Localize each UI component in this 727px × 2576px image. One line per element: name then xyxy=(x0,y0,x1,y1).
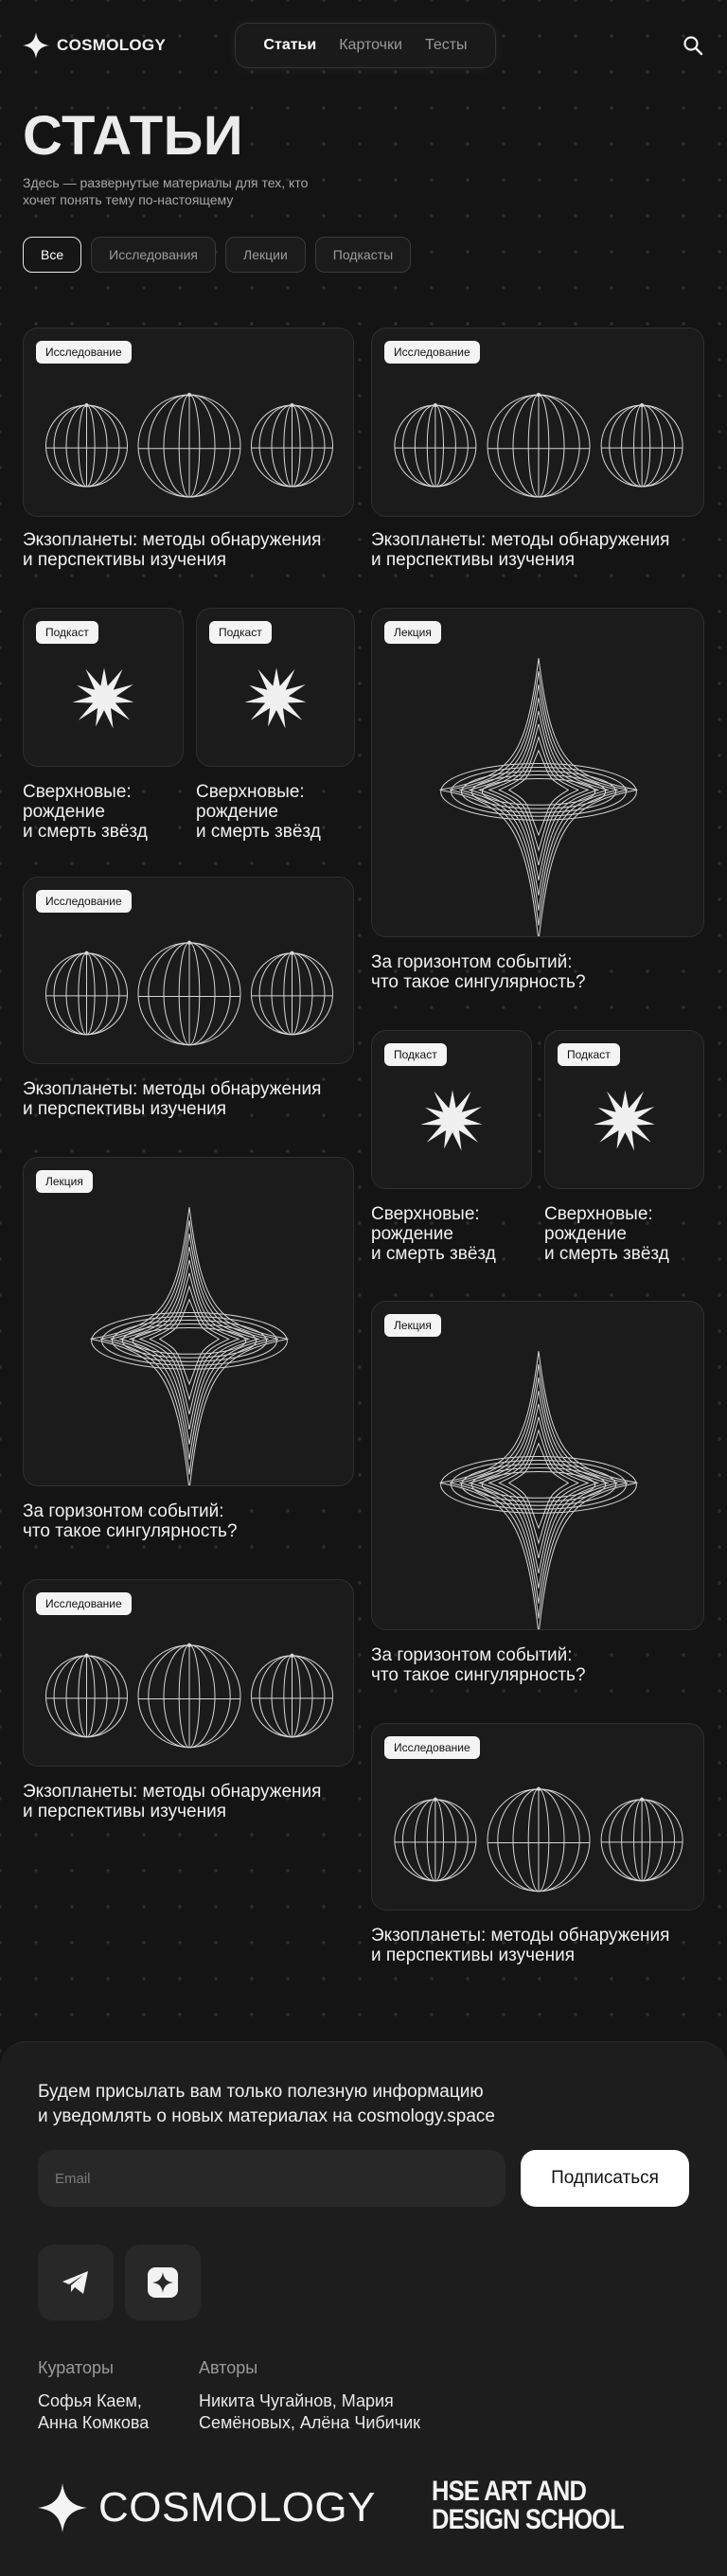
card-image xyxy=(23,328,354,517)
card-illustration xyxy=(394,1786,683,1892)
card-badge: Подкаст xyxy=(558,1043,620,1066)
authors-label: Авторы xyxy=(199,2358,258,2377)
card-title: За горизонтом событий: что такое сингуля… xyxy=(371,1645,586,1685)
card-illustration xyxy=(45,1643,333,1749)
card-image xyxy=(23,1157,354,1486)
filter-chip-lectures[interactable]: Лекции xyxy=(225,237,306,273)
card-badge: Подкаст xyxy=(209,621,272,644)
card-title: Экзопланеты: методы обнаружения и перспе… xyxy=(371,530,670,570)
logo-text: COSMOLOGY xyxy=(57,36,167,54)
card-image xyxy=(371,608,704,937)
card-badge: Исследование xyxy=(384,1736,480,1759)
card-illustration xyxy=(594,1090,655,1151)
card-title: За горизонтом событий: что такое сингуля… xyxy=(23,1501,238,1541)
card-badge: Исследование xyxy=(384,341,480,364)
authors-names: Никита Чугайнов, Мария Семёновых, Алёна … xyxy=(199,2391,421,2432)
card-illustration xyxy=(45,392,333,498)
card-title: Сверхновые: рождение и смерть звёзд xyxy=(544,1204,669,1264)
search-button[interactable] xyxy=(682,34,704,57)
page-title: СТАТЬИ xyxy=(23,105,244,167)
nav-item-articles[interactable]: Статьи xyxy=(263,37,317,53)
card-illustration xyxy=(45,940,333,1046)
page-subtitle: Здесь — развернутые материалы для тех, к… xyxy=(23,175,309,207)
card-illustration xyxy=(439,1351,638,1629)
telegram-icon xyxy=(62,2271,88,2294)
card-badge: Подкаст xyxy=(384,1043,447,1066)
hse-school-logo: HSE ART AND DESIGN SCHOOL xyxy=(432,2476,625,2535)
card-illustration xyxy=(394,392,683,498)
filter-chip-podcasts[interactable]: Подкасты xyxy=(314,237,412,273)
card-badge: Лекция xyxy=(384,1314,441,1337)
card-title: Экзопланеты: методы обнаружения и перспе… xyxy=(23,1782,322,1821)
footer-logo[interactable]: COSMOLOGY xyxy=(38,2483,376,2532)
filter-chip-all[interactable]: Все xyxy=(23,237,82,273)
card-image xyxy=(371,1301,704,1630)
card-illustration xyxy=(244,667,307,729)
star-icon xyxy=(148,2267,178,2298)
filter-bar: Все Исследования Лекции Подкасты xyxy=(23,237,412,273)
card-image xyxy=(23,608,184,767)
card-title: Сверхновые: рождение и смерть звёзд xyxy=(23,782,148,842)
card-title: Экзопланеты: методы обнаружения и перспе… xyxy=(23,1079,322,1119)
footer-logo-text: COSMOLOGY xyxy=(98,2484,376,2531)
card-badge: Подкаст xyxy=(36,621,98,644)
card-illustration xyxy=(90,1207,289,1485)
card-title: За горизонтом событий: что такое сингуля… xyxy=(371,952,586,992)
card-badge: Исследование xyxy=(36,1592,132,1615)
telegram-button[interactable] xyxy=(38,2245,114,2320)
card-title: Экзопланеты: методы обнаружения и перспе… xyxy=(371,1926,670,1965)
card-title: Сверхновые: рождение и смерть звёзд xyxy=(196,782,321,842)
subscribe-button[interactable]: Подписаться xyxy=(521,2150,689,2207)
card-illustration xyxy=(72,667,134,729)
search-icon xyxy=(683,36,703,56)
header: COSMOLOGY Статьи Карточки Тесты xyxy=(0,0,727,91)
nav-item-tests[interactable]: Тесты xyxy=(424,37,468,53)
logo[interactable]: COSMOLOGY xyxy=(23,32,166,59)
sparkle-logo-icon xyxy=(38,2483,87,2532)
curators-label: Кураторы xyxy=(38,2358,114,2377)
card-badge: Лекция xyxy=(384,621,441,644)
footer: Будем присылать вам только полезную инфо… xyxy=(0,2041,727,2576)
card-title: Сверхновые: рождение и смерть звёзд xyxy=(371,1204,496,1264)
email-input[interactable] xyxy=(38,2150,505,2207)
card-title: Экзопланеты: методы обнаружения и перспе… xyxy=(23,530,322,570)
card-badge: Исследование xyxy=(36,890,132,913)
newsletter-text: Будем присылать вам только полезную инфо… xyxy=(38,2082,495,2126)
sparkle-logo-icon xyxy=(23,32,49,59)
card-badge: Лекция xyxy=(36,1170,93,1193)
main-nav: Статьи Карточки Тесты xyxy=(235,23,496,68)
card-illustration xyxy=(439,658,638,936)
card-badge: Исследование xyxy=(36,341,132,364)
card-illustration xyxy=(420,1090,483,1151)
star-button[interactable] xyxy=(125,2245,201,2320)
nav-item-cards[interactable]: Карточки xyxy=(339,37,402,53)
filter-chip-research[interactable]: Исследования xyxy=(91,237,216,273)
curators-names: Софья Каем, Анна Комкова xyxy=(38,2391,150,2432)
